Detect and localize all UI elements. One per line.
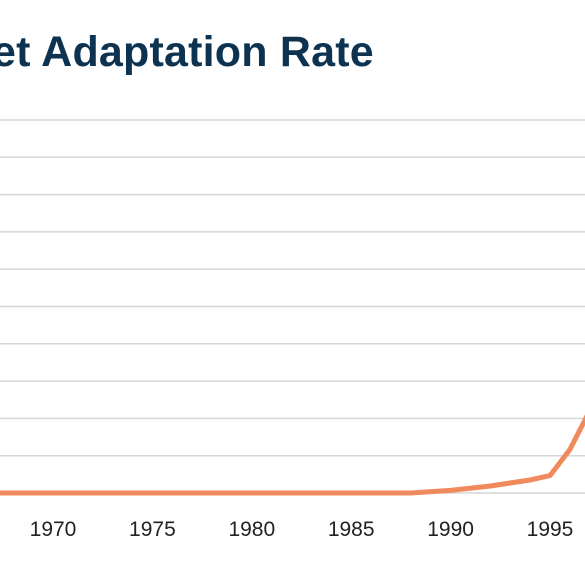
x-tick-label: 1970 (30, 518, 77, 541)
x-axis-ticks: 1970 1975 1980 1985 1990 1995 (30, 518, 574, 541)
x-tick-label: 1975 (129, 518, 176, 541)
x-tick-label: 1990 (427, 518, 474, 541)
series-line-0 (0, 414, 585, 496)
series-layer (0, 414, 585, 496)
chart-title: et Adaptation Rate (0, 28, 374, 76)
x-tick-label: 1995 (527, 518, 574, 541)
x-tick-label: 1985 (328, 518, 375, 541)
gridlines (0, 119, 585, 494)
x-tick-label: 1980 (228, 518, 275, 541)
